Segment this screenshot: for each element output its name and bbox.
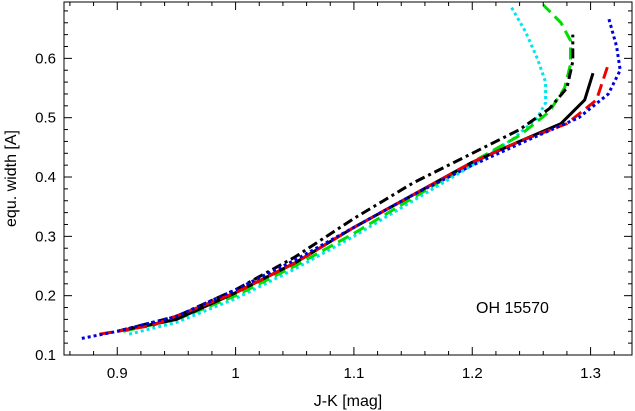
y-tick-label: 0.6 xyxy=(35,50,56,67)
series-line-6 xyxy=(81,16,622,340)
x-axis-label: J-K [mag] xyxy=(314,393,382,410)
y-tick-label: 0.1 xyxy=(35,347,56,364)
y-tick-label: 0.2 xyxy=(35,288,56,305)
x-tick-label: 1 xyxy=(231,365,239,382)
x-tick-label: 0.9 xyxy=(107,365,128,382)
series-line-1 xyxy=(128,4,548,336)
x-tick-label: 1.1 xyxy=(343,365,364,382)
tick-labels: 0.9 1 1.1 1.2 1.3 0.1 0.2 0.3 0.4 0.5 0.6 xyxy=(35,50,601,382)
axis-ticks xyxy=(64,2,632,356)
y-axis-label: equ. width [A] xyxy=(3,130,20,227)
series-line-3 xyxy=(116,34,575,333)
x-tick-label: 1.2 xyxy=(462,365,483,382)
y-tick-label: 0.5 xyxy=(35,110,56,127)
plot-frame xyxy=(63,1,633,356)
series-lines xyxy=(81,3,622,340)
y-tick-label: 0.3 xyxy=(35,228,56,245)
series-line-5 xyxy=(99,63,610,336)
x-tick-label: 1.3 xyxy=(580,365,601,382)
chart-annotation: OH 15570 xyxy=(476,300,549,317)
y-tick-label: 0.4 xyxy=(35,169,56,186)
series-line-2 xyxy=(122,3,572,333)
series-line-4 xyxy=(117,72,595,333)
